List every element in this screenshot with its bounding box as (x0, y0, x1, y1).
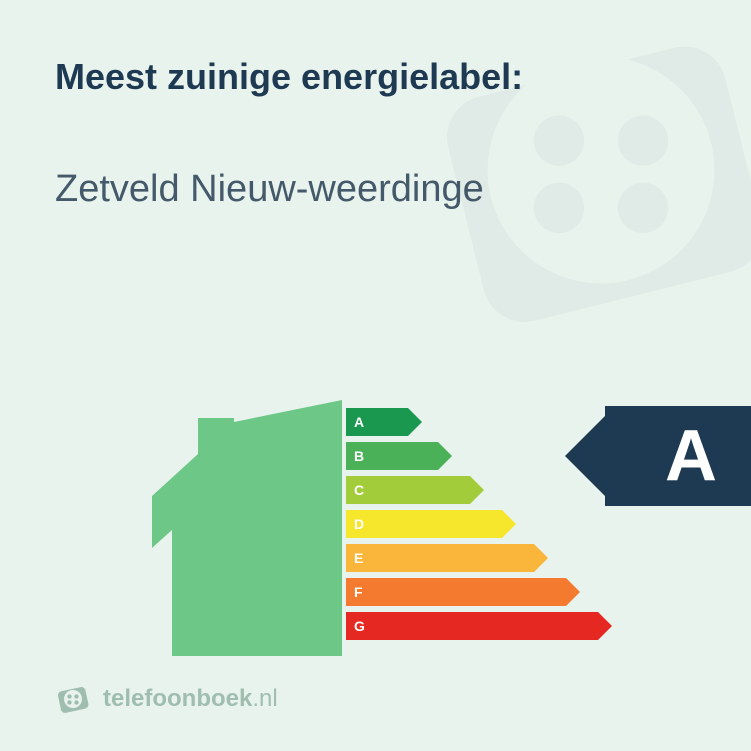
bar-label: E (354, 550, 363, 566)
bar-label: D (354, 516, 364, 532)
bar-label: F (354, 584, 363, 600)
selected-label-badge: A (605, 406, 751, 506)
bar-shape (346, 578, 580, 606)
bar-shape (346, 476, 484, 504)
bar-label: A (354, 414, 364, 430)
location-name: Zetveld Nieuw-weerdinge (55, 168, 696, 211)
footer-tld: .nl (252, 685, 277, 712)
page-title: Meest zuinige energielabel: (55, 55, 696, 98)
bar-shape (346, 544, 548, 572)
footer-text: telefoonboek.nl (103, 685, 278, 713)
badge-arrow-icon (565, 406, 615, 506)
bar-label: B (354, 448, 364, 464)
bar-shape (346, 612, 612, 640)
house-icon (152, 400, 342, 656)
bar-label: G (354, 618, 365, 634)
footer-logo-icon (55, 681, 91, 717)
selected-label-letter: A (665, 420, 717, 492)
bar-shape (346, 510, 516, 538)
bar-label: C (354, 482, 364, 498)
footer-brand-name: telefoonboek (103, 685, 252, 712)
footer-brand: telefoonboek.nl (55, 681, 278, 717)
energy-chart: A B C D E F G A (0, 386, 751, 656)
energy-label-card: Meest zuinige energielabel: Zetveld Nieu… (0, 0, 751, 751)
